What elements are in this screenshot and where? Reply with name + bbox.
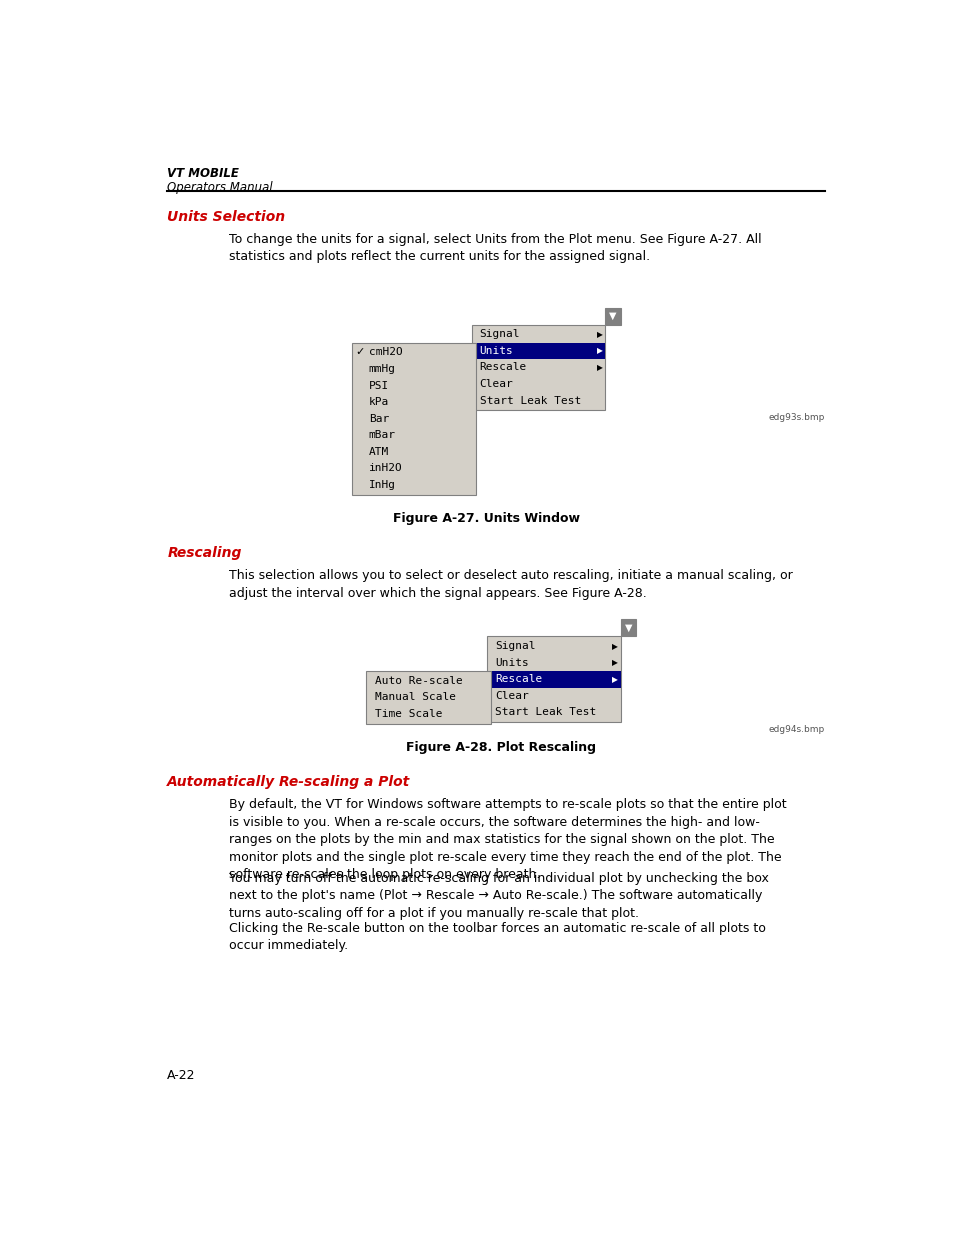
Text: PSI: PSI xyxy=(369,380,389,390)
Text: Bar: Bar xyxy=(369,414,389,424)
FancyBboxPatch shape xyxy=(604,308,620,325)
Text: A-22: A-22 xyxy=(167,1070,195,1082)
Text: Clear: Clear xyxy=(479,379,513,389)
Text: ▶: ▶ xyxy=(612,674,618,684)
Text: This selection allows you to select or deselect auto rescaling, initiate a manua: This selection allows you to select or d… xyxy=(229,569,792,600)
Text: ▶: ▶ xyxy=(612,658,618,667)
Text: Automatically Re-scaling a Plot: Automatically Re-scaling a Plot xyxy=(167,776,410,789)
Text: You may turn off the automatic re-scaling for an individual plot by unchecking t: You may turn off the automatic re-scalin… xyxy=(229,872,768,920)
Text: Signal: Signal xyxy=(479,330,519,340)
FancyBboxPatch shape xyxy=(487,636,620,722)
Text: ▶: ▶ xyxy=(597,330,602,338)
Text: mmHg: mmHg xyxy=(369,364,395,374)
Text: ▼: ▼ xyxy=(609,311,616,321)
Text: edg93s.bmp: edg93s.bmp xyxy=(767,414,823,422)
Text: cmH2O: cmH2O xyxy=(369,347,402,357)
Text: Auto Re-scale: Auto Re-scale xyxy=(375,676,462,685)
Text: Figure A-27. Units Window: Figure A-27. Units Window xyxy=(393,511,579,525)
Text: inH2O: inH2O xyxy=(369,463,402,473)
FancyBboxPatch shape xyxy=(487,671,620,688)
Text: InHg: InHg xyxy=(369,480,395,490)
Text: Clear: Clear xyxy=(495,690,528,701)
Text: By default, the VT for Windows software attempts to re-scale plots so that the e: By default, the VT for Windows software … xyxy=(229,799,786,882)
Text: ▶: ▶ xyxy=(612,642,618,651)
Text: Clicking the Re-scale button on the toolbar forces an automatic re-scale of all : Clicking the Re-scale button on the tool… xyxy=(229,921,765,952)
Text: Rescale: Rescale xyxy=(479,362,526,373)
Text: mBar: mBar xyxy=(369,430,395,440)
Text: edg94s.bmp: edg94s.bmp xyxy=(767,725,823,735)
Text: Figure A-28. Plot Rescaling: Figure A-28. Plot Rescaling xyxy=(406,741,596,753)
Text: Start Leak Test: Start Leak Test xyxy=(495,708,596,718)
Text: Units: Units xyxy=(479,346,513,356)
Text: kPa: kPa xyxy=(369,398,389,408)
Text: VT MOBILE: VT MOBILE xyxy=(167,168,239,180)
Text: Operators Manual: Operators Manual xyxy=(167,180,273,194)
FancyBboxPatch shape xyxy=(365,671,491,724)
FancyBboxPatch shape xyxy=(352,342,476,495)
Text: Units: Units xyxy=(495,658,528,668)
FancyBboxPatch shape xyxy=(472,325,604,410)
Text: ▶: ▶ xyxy=(597,346,602,356)
Text: ▼: ▼ xyxy=(624,622,632,632)
Text: Rescale: Rescale xyxy=(495,674,542,684)
Text: Time Scale: Time Scale xyxy=(375,709,442,719)
Text: To change the units for a signal, select Units from the Plot menu. See Figure A-: To change the units for a signal, select… xyxy=(229,233,761,263)
Text: Units Selection: Units Selection xyxy=(167,210,285,224)
Text: Rescaling: Rescaling xyxy=(167,546,241,561)
Text: ▶: ▶ xyxy=(597,363,602,372)
FancyBboxPatch shape xyxy=(472,342,604,359)
Text: Signal: Signal xyxy=(495,641,535,651)
FancyBboxPatch shape xyxy=(620,620,636,636)
Text: Manual Scale: Manual Scale xyxy=(375,693,456,703)
Text: ATM: ATM xyxy=(369,447,389,457)
Text: Start Leak Test: Start Leak Test xyxy=(479,395,580,405)
Text: ✓: ✓ xyxy=(355,347,365,357)
